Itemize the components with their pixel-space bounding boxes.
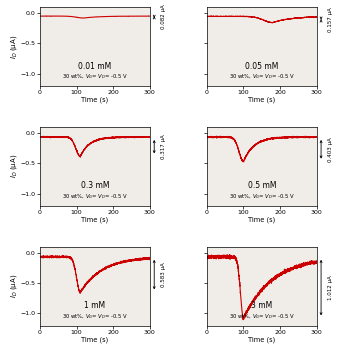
X-axis label: Time (s): Time (s) (81, 336, 108, 343)
Text: 0.05 mM: 0.05 mM (245, 62, 278, 71)
Text: 0.157 μA: 0.157 μA (328, 7, 333, 32)
Text: 30 wt%, $V_G$= $V_D$= -0.5 V: 30 wt%, $V_G$= $V_D$= -0.5 V (229, 72, 295, 81)
Text: 0.403 μA: 0.403 μA (328, 137, 333, 162)
X-axis label: Time (s): Time (s) (248, 96, 276, 103)
X-axis label: Time (s): Time (s) (248, 216, 276, 223)
X-axis label: Time (s): Time (s) (248, 336, 276, 343)
X-axis label: Time (s): Time (s) (81, 96, 108, 103)
Text: 0.583 μA: 0.583 μA (161, 262, 166, 287)
Text: 30 wt%, $V_G$= $V_D$= -0.5 V: 30 wt%, $V_G$= $V_D$= -0.5 V (229, 312, 295, 321)
Text: 1.012 μA: 1.012 μA (328, 275, 333, 300)
Text: 1 mM: 1 mM (84, 301, 106, 310)
Text: 30 wt%, $V_G$= $V_D$= -0.5 V: 30 wt%, $V_G$= $V_D$= -0.5 V (62, 72, 128, 81)
Y-axis label: $I_D$ (μA): $I_D$ (μA) (9, 274, 20, 298)
Text: 30 wt%, $V_G$= $V_D$= -0.5 V: 30 wt%, $V_G$= $V_D$= -0.5 V (62, 312, 128, 321)
X-axis label: Time (s): Time (s) (81, 216, 108, 223)
Text: 0.082 μA: 0.082 μA (161, 5, 166, 29)
Y-axis label: $I_D$ (μA): $I_D$ (μA) (9, 154, 20, 178)
Y-axis label: $I_D$ (μA): $I_D$ (μA) (9, 34, 20, 58)
Text: 0.5 mM: 0.5 mM (248, 181, 276, 190)
Text: 0.317 μA: 0.317 μA (161, 134, 166, 159)
Text: 30 wt%, $V_G$= $V_D$= -0.5 V: 30 wt%, $V_G$= $V_D$= -0.5 V (62, 192, 128, 201)
Text: 30 wt%, $V_G$= $V_D$= -0.5 V: 30 wt%, $V_G$= $V_D$= -0.5 V (229, 192, 295, 201)
Text: 0.3 mM: 0.3 mM (81, 181, 109, 190)
Text: 0.01 mM: 0.01 mM (78, 62, 111, 71)
Text: 3 mM: 3 mM (251, 301, 272, 310)
